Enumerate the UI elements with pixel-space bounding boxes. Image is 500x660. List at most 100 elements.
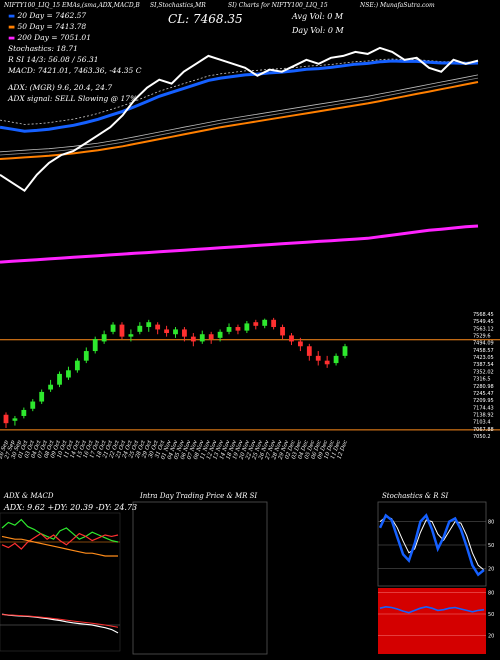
ema200-line: [0, 224, 479, 264]
price-tick-label: 7563.12: [473, 326, 494, 332]
rsi-line: [379, 605, 485, 614]
close-price: CL: 7468.35: [168, 12, 243, 26]
candle-body: [83, 351, 89, 361]
price-tick-label: 7458.57: [473, 348, 494, 354]
candle-body: [101, 334, 107, 342]
ema20-label: ▬ 20 Day = 7462.57: [8, 11, 87, 20]
adx-panel-title: ADX & MACD: [4, 492, 54, 500]
candle-body: [57, 373, 62, 385]
header-title-mid: SI,Stochastics,MR: [150, 2, 206, 9]
macd-label: MACD: 7421.01, 7463.36, -44.35 C: [8, 66, 142, 75]
adx-adx-line: [1, 535, 118, 557]
price-tick-label: 7387.54: [473, 362, 494, 368]
stoch-d-line: [379, 516, 485, 571]
price-tick-label: 7050.2: [473, 434, 491, 440]
intraday-frame: [132, 501, 268, 655]
candle-body: [119, 324, 125, 337]
price-line: [0, 46, 479, 193]
ema50-label: ▬ 50 Day = 7413.78: [8, 22, 87, 31]
candle-body: [244, 323, 250, 331]
adx-frame: [0, 512, 121, 652]
candle-body: [306, 346, 312, 356]
price-tick-label: 7138.92: [473, 412, 494, 418]
candle-body: [74, 360, 80, 371]
candle-body: [155, 324, 161, 330]
adx-signal-label: ADX signal: SELL Slowing @ 17%: [8, 94, 138, 103]
candle-body: [110, 324, 116, 332]
header-title-far: NSE:) MunafaSutra.com: [360, 2, 435, 9]
stoch-k-line: [378, 513, 485, 577]
price-tick-label: 7494.09: [473, 341, 494, 347]
rsi-level-label: 20: [488, 634, 494, 640]
price-tick-label: 7423.05: [473, 355, 494, 361]
candle-body: [3, 414, 9, 424]
candle-body: [333, 355, 339, 364]
intraday-panel-title: Intra Day Trading Price & MR SI: [140, 492, 258, 500]
candle-body: [253, 322, 259, 326]
candle-body: [48, 384, 54, 390]
indicator-block: ▬ 20 Day = 7462.57 ▬ 50 Day = 7413.78 ▬ …: [8, 10, 141, 104]
stoch-level-label: 80: [488, 520, 494, 526]
candle-body: [30, 401, 36, 409]
macd-signal-line: [1, 614, 119, 628]
adx-dy-line: [1, 518, 119, 543]
candle-body: [182, 329, 187, 337]
rsi-label: R SI 14/3: 56.08 / 56.31: [8, 55, 99, 64]
candle-body: [342, 346, 348, 356]
ema200-label: ▬ 200 Day = 7051.01: [8, 33, 91, 42]
ema-companion-line: [0, 74, 479, 153]
candle-body: [173, 329, 178, 335]
candle-body: [217, 331, 223, 338]
day-volume: Day Vol: 0 M: [292, 26, 344, 35]
rsi-panel-bg: [378, 588, 486, 654]
stoch-panel-title: Stochastics & R SI: [382, 492, 449, 500]
candle-body: [137, 325, 143, 332]
candle-body: [164, 329, 169, 334]
price-tick-label: 7549.45: [473, 319, 494, 325]
avg-volume: Avg Vol: 0 M: [292, 12, 344, 21]
stoch-level-label: 50: [488, 543, 494, 549]
candle-body: [280, 327, 285, 336]
candle-body: [226, 327, 232, 332]
candle-body: [92, 339, 98, 352]
ema20-line: [0, 59, 479, 133]
price-tick-label: 7529.6: [473, 334, 491, 340]
candle-body: [208, 334, 214, 340]
ema50-line: [0, 81, 479, 160]
stoch-frame: [377, 501, 487, 587]
ema10-thin-line: [0, 58, 479, 125]
price-tick-label: 7352.02: [473, 369, 494, 375]
price-tick-label: 7067.88: [473, 427, 494, 433]
candle-body: [66, 370, 71, 378]
price-tick-label: 7174.43: [473, 405, 494, 411]
candle-body: [128, 334, 134, 337]
candle-body: [146, 322, 152, 328]
price-tick-label: 7568.45: [473, 312, 494, 318]
candle-body: [21, 409, 27, 416]
macd-line: [1, 613, 119, 634]
header-title-left: NIFTY100_LIQ_15 EMAs,(sma,ADX,MACD,B: [4, 2, 140, 9]
stoch-level-label: 20: [488, 566, 494, 572]
price-tick-label: 7209.95: [473, 398, 494, 404]
adx-dy-line: [1, 532, 119, 550]
candle-body: [235, 327, 241, 331]
candle-body: [315, 355, 321, 361]
candle-body: [199, 334, 205, 342]
price-tick-label: 7280.98: [473, 384, 494, 390]
price-tick-label: 7103.4: [473, 420, 491, 426]
candle-body: [12, 418, 18, 421]
candle-body: [262, 319, 268, 326]
adx-label: ADX: (MGR) 9.6, 20.4, 24.7: [8, 83, 113, 92]
price-tick-label: 7316.5: [473, 377, 491, 383]
candle-body: [324, 360, 330, 365]
price-tick-label: 7245.47: [473, 391, 494, 397]
ema-companion-line-2: [0, 77, 479, 156]
rsi-level-label: 50: [488, 612, 494, 618]
adx-values: ADX: 9.62 +DY: 20.39 -DY: 24.73: [4, 503, 138, 512]
candle-body: [297, 341, 303, 347]
candle-body: [289, 335, 294, 342]
candle-body: [271, 319, 277, 328]
candle-body: [190, 336, 196, 342]
rsi-level-label: 80: [488, 590, 494, 596]
